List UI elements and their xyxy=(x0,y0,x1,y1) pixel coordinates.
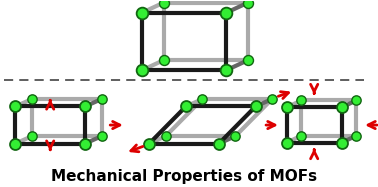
Point xyxy=(99,135,105,138)
Point xyxy=(161,59,167,62)
Point xyxy=(161,1,167,4)
Point xyxy=(223,69,229,72)
Point xyxy=(139,11,145,14)
Point xyxy=(353,134,359,137)
Point xyxy=(12,105,19,108)
Point xyxy=(216,142,222,145)
Point xyxy=(232,135,239,138)
Point xyxy=(29,98,35,101)
Point xyxy=(146,142,152,145)
Point xyxy=(284,141,290,144)
Point xyxy=(99,98,105,101)
Point xyxy=(284,106,290,109)
Text: Mechanical Properties of MOFs: Mechanical Properties of MOFs xyxy=(51,169,317,184)
Point xyxy=(223,11,229,14)
Point xyxy=(82,105,88,108)
Point xyxy=(269,98,275,101)
Point xyxy=(82,142,88,145)
Point xyxy=(29,135,35,138)
Point xyxy=(163,135,169,138)
Point xyxy=(139,69,145,72)
Point xyxy=(245,59,251,62)
Point xyxy=(298,99,304,102)
Point xyxy=(339,106,345,109)
Point xyxy=(183,105,189,108)
Point xyxy=(12,142,19,145)
Point xyxy=(253,105,259,108)
Point xyxy=(245,1,251,4)
Point xyxy=(199,98,205,101)
Point xyxy=(353,99,359,102)
Point xyxy=(339,141,345,144)
Point xyxy=(298,134,304,137)
